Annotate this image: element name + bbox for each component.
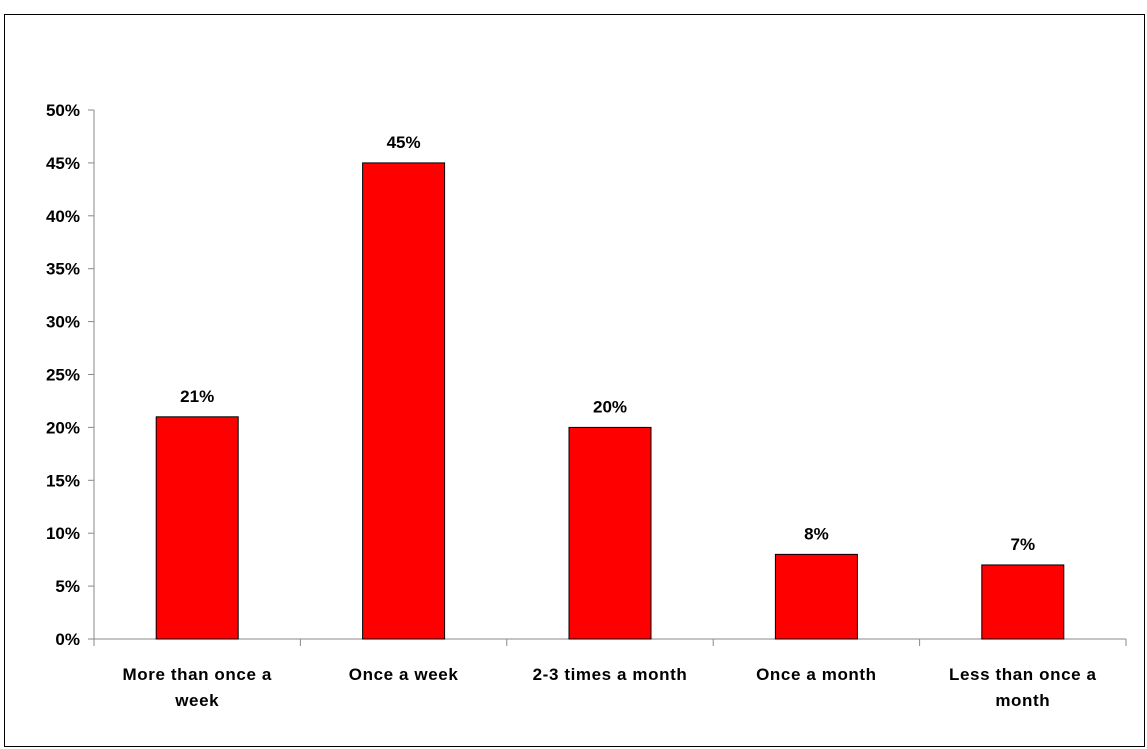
- bar: [981, 564, 1065, 640]
- y-tick-label: 40%: [46, 207, 80, 226]
- data-label: 45%: [387, 133, 421, 152]
- x-tick-label: More than once a: [122, 665, 271, 684]
- x-tick-label: 2-3 times a month: [533, 665, 688, 684]
- data-label: 21%: [180, 387, 214, 406]
- y-tick-label: 15%: [46, 471, 80, 490]
- x-tick-label: Once a month: [756, 665, 877, 684]
- category-labels: More than once a week Once a week 2-3 times…: [122, 665, 1097, 710]
- y-tick-label: 30%: [46, 313, 80, 332]
- y-tick-label: 35%: [46, 260, 80, 279]
- y-tick-label: 10%: [46, 524, 80, 543]
- data-label: 8%: [804, 524, 829, 543]
- data-label: 20%: [593, 397, 627, 416]
- bar: [568, 426, 652, 640]
- y-tick-label: 25%: [46, 366, 80, 385]
- y-tick-label: 5%: [55, 577, 80, 596]
- data-labels: 21% 45% 20% 8% 7%: [180, 133, 1035, 554]
- data-label: 7%: [1011, 535, 1036, 554]
- x-tick-label: week: [174, 691, 219, 710]
- x-tick-label: Once a week: [349, 665, 459, 684]
- bar: [774, 553, 858, 640]
- bar: [362, 162, 446, 640]
- bars: [155, 162, 1065, 640]
- y-axis: 0% 5% 10% 15% 20% 25% 30% 35% 40% 45% 50%: [46, 101, 95, 649]
- x-tick-label: month: [995, 691, 1050, 710]
- x-axis: [93, 638, 1127, 646]
- bar: [155, 416, 239, 640]
- x-tick-label: Less than once a: [949, 665, 1097, 684]
- y-tick-label: 45%: [46, 154, 80, 173]
- y-tick-label: 50%: [46, 101, 80, 120]
- y-tick-label: 20%: [46, 418, 80, 437]
- y-tick-label: 0%: [55, 630, 80, 649]
